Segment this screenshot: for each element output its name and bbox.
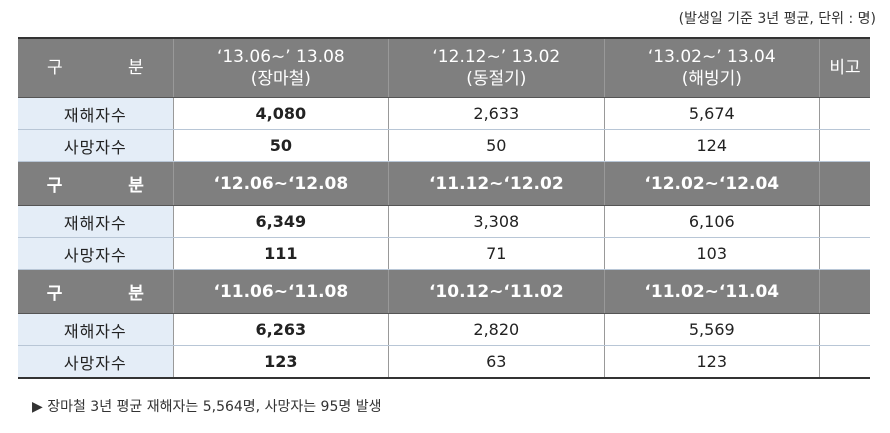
header-cell: ‘12.06~‘12.08 [172, 161, 390, 206]
header-cell: ‘12.12∼’ 13.02 (동절기) [388, 37, 605, 98]
cell: 50 [388, 129, 605, 162]
data-row: 재해자수 6,349 3,308 6,106 [18, 205, 870, 238]
header-cell: ‘13.02∼’ 13.04 (해빙기) [603, 37, 821, 98]
cell: 124 [603, 129, 821, 162]
header-cell: 구 분 [18, 269, 174, 314]
row-label: 재해자수 [18, 205, 174, 238]
cell: 5,569 [603, 313, 821, 346]
data-row: 사망자수 50 50 124 [18, 129, 870, 162]
header-cell: 비고 [819, 37, 870, 98]
cell [819, 345, 870, 379]
row-label: 사망자수 [18, 237, 174, 270]
header-cell: 구 분 [18, 161, 174, 206]
cell: 103 [603, 237, 821, 270]
header-line: ‘13.06∼’ 13.08 [216, 47, 345, 67]
cell: 6,106 [603, 205, 821, 238]
row-label: 재해자수 [18, 97, 174, 130]
header-cell: ‘11.12~‘12.02 [388, 161, 605, 206]
header-row: 구 분 ‘12.06~‘12.08 ‘11.12~‘12.02 ‘12.02~‘12.… [18, 161, 870, 206]
header-line: (해빙기) [681, 69, 742, 89]
header-line: (동절기) [466, 69, 527, 89]
row-label: 사망자수 [18, 129, 174, 162]
data-row: 사망자수 123 63 123 [18, 345, 870, 379]
cell: 123 [172, 345, 390, 379]
cell: 2,820 [388, 313, 605, 346]
cell: 4,080 [172, 97, 390, 130]
header-cell: ‘13.06∼’ 13.08 (장마철) [172, 37, 390, 98]
header-cell [819, 269, 870, 314]
cell: 2,633 [388, 97, 605, 130]
cell: 111 [172, 237, 390, 270]
cell [819, 129, 870, 162]
header-cell: ‘11.02~‘11.04 [603, 269, 821, 314]
cell: 71 [388, 237, 605, 270]
row-label: 재해자수 [18, 313, 174, 346]
cell: 6,349 [172, 205, 390, 238]
header-cell [819, 161, 870, 206]
header-line: ‘13.02∼’ 13.04 [647, 47, 776, 67]
cell [819, 97, 870, 130]
data-row: 재해자수 6,263 2,820 5,569 [18, 313, 870, 346]
cell [819, 313, 870, 346]
header-line: (장마철) [250, 69, 311, 89]
cell: 50 [172, 129, 390, 162]
footer-note: ▶ 장마철 3년 평균 재해자는 5,564명, 사망자는 95명 발생 [32, 399, 382, 415]
cell: 3,308 [388, 205, 605, 238]
header-line: ‘12.12∼’ 13.02 [432, 47, 561, 67]
unit-note: (발생일 기준 3년 평균, 단위 : 명) [678, 11, 876, 27]
cell: 123 [603, 345, 821, 379]
data-table: 구 분 ‘13.06∼’ 13.08 (장마철) ‘12.12∼’ 13.02 (동절기… [18, 37, 870, 379]
cell: 63 [388, 345, 605, 379]
header-cell: 구 분 [18, 37, 174, 98]
header-row: 구 분 ‘13.06∼’ 13.08 (장마철) ‘12.12∼’ 13.02 (동절기… [18, 37, 870, 98]
cell [819, 205, 870, 238]
row-label: 사망자수 [18, 345, 174, 379]
cell [819, 237, 870, 270]
data-row: 재해자수 4,080 2,633 5,674 [18, 97, 870, 130]
cell: 5,674 [603, 97, 821, 130]
header-cell: ‘10.12~‘11.02 [388, 269, 605, 314]
header-row: 구 분 ‘11.06~‘11.08 ‘10.12~‘11.02 ‘11.02~‘11.… [18, 269, 870, 314]
data-row: 사망자수 111 71 103 [18, 237, 870, 270]
cell: 6,263 [172, 313, 390, 346]
header-cell: ‘11.06~‘11.08 [172, 269, 390, 314]
header-cell: ‘12.02~‘12.04 [603, 161, 821, 206]
